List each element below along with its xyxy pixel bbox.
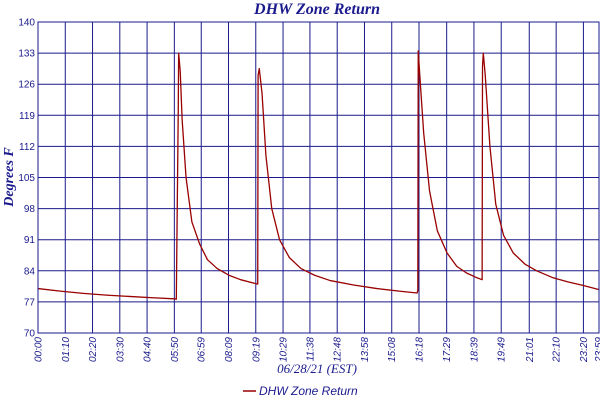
x-tick-label: 17:29 [442, 337, 453, 362]
plot-frame [37, 21, 600, 334]
x-tick-label: 06:59 [197, 337, 208, 362]
x-tick-label: 08:09 [224, 337, 235, 362]
y-tick-label: 105 [18, 173, 35, 184]
y-axis-ticks: 70 77 84 91 98 105 112 119 126 133 140 [18, 18, 35, 340]
x-tick-label: 11:38 [305, 337, 316, 362]
legend: DHW Zone Return [243, 384, 358, 398]
x-axis-ticks: 00:00 01:10 02:20 03:30 04:40 05:50 06:59 08:09… [34, 337, 600, 363]
x-axis-label: 06/28/21 (EST) [277, 361, 357, 376]
x-tick-label: 19:49 [497, 337, 508, 362]
y-tick-label: 119 [19, 111, 35, 122]
y-tick-label: 77 [24, 297, 36, 308]
x-tick-label: 13:58 [360, 337, 371, 362]
y-axis-label: Degrees F [2, 147, 17, 208]
y-tick-label: 126 [18, 80, 35, 91]
grid [38, 22, 599, 333]
y-tick-label: 91 [24, 235, 36, 246]
series-line-dhw-zone-return [37, 50, 599, 300]
y-tick-label: 98 [24, 204, 36, 215]
series-layer [37, 50, 599, 300]
x-tick-label: 21:01 [525, 337, 536, 363]
x-tick-label: 00:00 [34, 337, 45, 362]
x-tick-label: 23:59 [594, 337, 600, 363]
x-tick-label: 09:19 [251, 337, 262, 362]
chart-title: DHW Zone Return [253, 1, 380, 18]
x-tick-label: 16:18 [415, 337, 426, 362]
x-tick-label: 18:39 [469, 337, 480, 362]
y-tick-label: 112 [19, 142, 35, 153]
x-tick-label: 12:48 [333, 337, 344, 362]
x-tick-label: 02:20 [88, 337, 99, 362]
legend-label: DHW Zone Return [259, 384, 358, 398]
y-tick-label: 70 [24, 329, 36, 340]
y-tick-label: 140 [18, 18, 35, 29]
y-tick-label: 133 [18, 49, 35, 60]
x-tick-label: 05:50 [170, 337, 181, 362]
x-tick-label: 22:10 [552, 337, 563, 363]
x-tick-label: 15:08 [387, 337, 398, 362]
x-tick-label: 23:20 [579, 337, 590, 363]
x-tick-label: 04:40 [143, 337, 154, 362]
x-tick-label: 10:29 [279, 337, 290, 362]
y-tick-label: 84 [24, 266, 36, 277]
x-tick-label: 01:10 [61, 337, 72, 362]
x-tick-label: 03:30 [115, 337, 126, 362]
